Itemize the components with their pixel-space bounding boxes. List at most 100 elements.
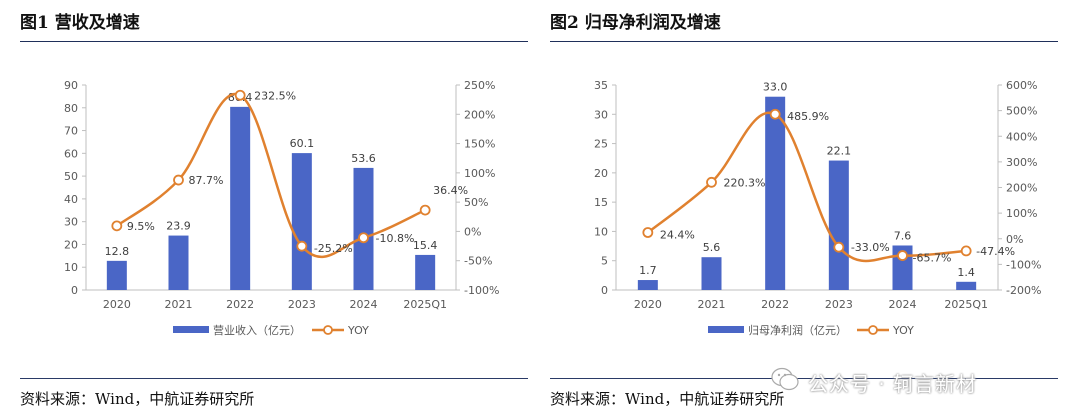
x-axis-tick-label: 2025Q1 [944,298,988,311]
legend-bar-label: 归母净利润（亿元） [748,323,847,337]
left-axis-tick-label: 5 [601,255,608,268]
figure-1-bottom-rule [20,378,528,379]
x-axis-tick-label: 2024 [350,298,378,311]
bar [701,257,722,290]
figure-2-title: 图2 归母净利润及增速 [550,13,721,33]
bar-value-label: 53.6 [351,152,376,165]
figure-1-title: 图1 营收及增速 [20,13,140,33]
wechat-icon [771,367,799,391]
yoy-point [897,250,908,261]
right-axis-tick-label: 500% [1006,105,1037,118]
bar-value-label: 23.9 [166,220,191,233]
left-axis-tick-label: 25 [594,138,608,151]
legend-line-label: YOY [347,324,369,337]
yoy-value-label: -25.2% [314,242,353,255]
yoy-point [706,176,717,188]
yoy-value-label: 220.3% [724,176,766,189]
left-axis-tick-label: 50 [64,170,78,183]
revenue-chart-svg: 0 10 20 30 40 50 60 70 80 90 -100% -50% 0% 50% 100% 150… [64,79,499,337]
left-axis-tick-label: 20 [594,167,608,180]
bar-value-label: 7.6 [894,229,912,242]
left-axis-tick-label: 10 [594,225,608,238]
bar [230,106,251,290]
left-axis-tick-label: 30 [594,108,608,121]
right-axis-tick-label: 0% [464,225,481,238]
right-axis-tick-label: 200% [1006,182,1037,195]
yoy-value-label: -65.7% [913,252,952,265]
left-axis-tick-label: 90 [64,79,78,92]
yoy-point [296,240,308,252]
watermark-text: 公众号 · 轲言新材 [808,372,978,396]
figure-1-chart: 0 10 20 30 40 50 60 70 80 90 -100% -50% 0% 50% 100% 150… [38,58,528,350]
right-axis-tick-label: -100% [1006,258,1041,271]
right-axis-tick-label: 150% [464,138,495,151]
figure-1-source: 资料来源：Wind，中航证券研究所 [20,390,255,408]
yoy-value-label: 9.5% [127,220,155,233]
x-axis-tick-label: 2021 [698,298,726,311]
right-axis-tick-label: 100% [1006,207,1037,220]
left-axis-tick-label: 40 [64,193,78,206]
left-axis-tick-label: 0 [71,284,78,297]
right-axis-tick-label: -50% [464,255,492,268]
right-axis-tick-label: 100% [464,167,495,180]
x-axis-tick-label: 2021 [165,298,193,311]
left-axis-tick-label: 80 [64,102,78,115]
x-axis-tick-label: 2020 [634,298,662,311]
figure-2-top-rule [550,41,1058,42]
yoy-value-label: 36.4% [433,184,468,197]
x-axis-tick-label: 2022 [226,298,254,311]
legend-line-label: YOY [892,324,914,337]
figure-2-source: 资料来源：Wind，中航证券研究所 [550,390,785,408]
left-axis-tick-label: 60 [64,147,78,160]
right-axis-tick-label: 50% [464,196,488,209]
x-axis-tick-label: 2022 [761,298,789,311]
yoy-point [833,241,845,253]
yoy-point [234,89,246,101]
yoy-line [647,111,967,263]
bar-value-label: 5.6 [703,241,721,254]
left-axis-tick-label: 0 [601,284,608,297]
yoy-point [358,232,369,244]
bar [828,160,849,290]
legend-line-marker [868,325,878,335]
yoy-value-label: 232.5% [254,89,296,102]
bar-value-label: 12.8 [105,245,130,258]
legend-bar-swatch [173,326,209,333]
yoy-point [173,174,184,186]
yoy-value-label: 485.9% [787,110,829,123]
left-axis-tick-label: 70 [64,125,78,138]
yoy-value-label: -47.4% [976,245,1015,258]
right-axis-tick-label: 400% [1006,130,1037,143]
yoy-point [419,204,431,216]
figure-2-bottom-rule [550,378,1058,379]
bar [291,153,312,290]
figure-2-chart: 0 5 10 15 20 25 30 35 -200% -100% 0% 100% 200% 300% 40… [568,58,1058,350]
bar [637,280,658,290]
legend-bar-swatch [708,326,744,333]
right-axis-tick-label: 600% [1006,79,1037,92]
bar-value-label: 1.4 [957,266,975,279]
x-axis-tick-label: 2023 [288,298,316,311]
yoy-point [111,220,123,232]
left-axis-tick-label: 30 [64,216,78,229]
bar-value-label: 15.4 [413,239,438,252]
bar-value-label: 60.1 [290,137,315,150]
bar-value-label: 22.1 [827,145,852,158]
bar [415,254,436,290]
figure-1: 图1 营收及增速 0 10 20 30 40 50 60 70 80 90 -100% -50% 0% 5… [20,0,530,420]
yoy-value-label: 87.7% [189,174,224,187]
figure-2: 图2 归母净利润及增速 0 5 10 15 20 25 30 35 -200% -100% 0% 10… [550,0,1060,420]
right-axis-tick-label: -200% [1006,284,1041,297]
left-axis-tick-label: 10 [64,261,78,274]
net-profit-chart-svg: 0 5 10 15 20 25 30 35 -200% -100% 0% 100% 200% 300% 40… [594,79,1041,337]
yoy-value-label: 24.4% [660,228,695,241]
yoy-value-label: -10.8% [376,232,415,245]
yoy-point [642,227,654,238]
bar [353,167,374,290]
bar-value-label: 1.7 [639,264,657,277]
right-axis-tick-label: 250% [464,79,495,92]
right-axis-tick-label: 300% [1006,156,1037,169]
right-axis-tick-label: -100% [464,284,499,297]
legend-line-marker [323,325,333,335]
bar [765,96,786,290]
